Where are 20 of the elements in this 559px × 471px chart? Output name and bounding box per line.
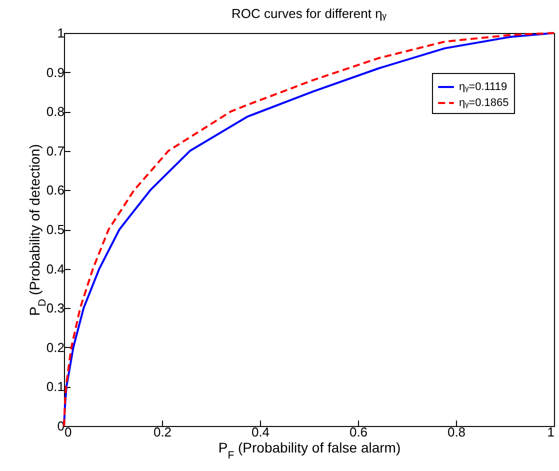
y-tick-label: 0.3 bbox=[46, 300, 64, 316]
y-tick-label: 0.6 bbox=[46, 182, 64, 198]
y-tick-label: 0.9 bbox=[46, 64, 64, 80]
legend-label: ηᵧ=0.1865 bbox=[459, 97, 509, 109]
x-tick-label: 1 bbox=[547, 424, 554, 440]
x-tick-label: 0.4 bbox=[251, 424, 270, 440]
y-tick-label: 0.7 bbox=[46, 143, 64, 158]
x-tick-label: 0.8 bbox=[447, 424, 466, 440]
line-series bbox=[63, 32, 555, 427]
y-tick-label: 0.5 bbox=[46, 222, 64, 237]
y-tick-label: 0.8 bbox=[46, 104, 64, 120]
x-axis-title: P$_{F}$ (Probability of false alarm) bbox=[218, 440, 401, 462]
legend-label: ηᵧ=0.1119 bbox=[459, 81, 508, 93]
y-tick-label: 1 bbox=[57, 26, 64, 40]
y-tick-label: 0.4 bbox=[46, 261, 64, 276]
x-tick-label: 0.2 bbox=[153, 424, 172, 440]
chart-title: ROC curves for different ηᵧ bbox=[232, 6, 388, 21]
y-tick-label: 0.1 bbox=[46, 379, 64, 394]
x-tick-label: 0.6 bbox=[349, 424, 368, 440]
y-tick-label: 0.2 bbox=[46, 340, 64, 355]
